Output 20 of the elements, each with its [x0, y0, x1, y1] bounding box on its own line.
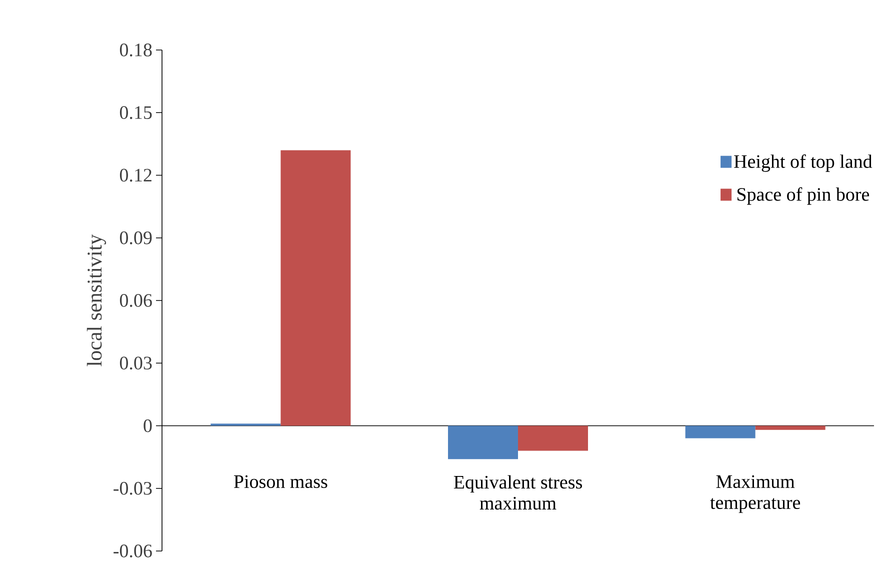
y-tick-label: 0	[144, 419, 152, 432]
bar	[518, 426, 588, 451]
y-tick-label: 0.18	[120, 44, 152, 56]
y-axis-title: local sensitivity	[86, 234, 106, 366]
x-tick-label: Maximum temperature	[710, 475, 800, 513]
legend-label: Space of pin bore	[737, 187, 870, 205]
legend-label: Height of top land	[734, 154, 872, 172]
bar	[685, 426, 756, 438]
x-tick-label: Equivalent stress maximum	[454, 475, 582, 510]
bar	[280, 150, 351, 426]
x-tick-label: Pioson mass	[234, 475, 328, 488]
y-tick-label: 0.12	[120, 168, 152, 182]
y-tick-label: -0.06	[114, 544, 152, 558]
y-tick-label: 0.03	[120, 356, 152, 370]
y-tick-label: 0.09	[120, 231, 152, 244]
y-tick-label: 0.15	[120, 106, 152, 120]
bar	[448, 426, 518, 460]
y-tick-label: -0.03	[114, 482, 152, 495]
y-tick-label: 0.06	[120, 294, 152, 307]
bar	[755, 426, 826, 430]
